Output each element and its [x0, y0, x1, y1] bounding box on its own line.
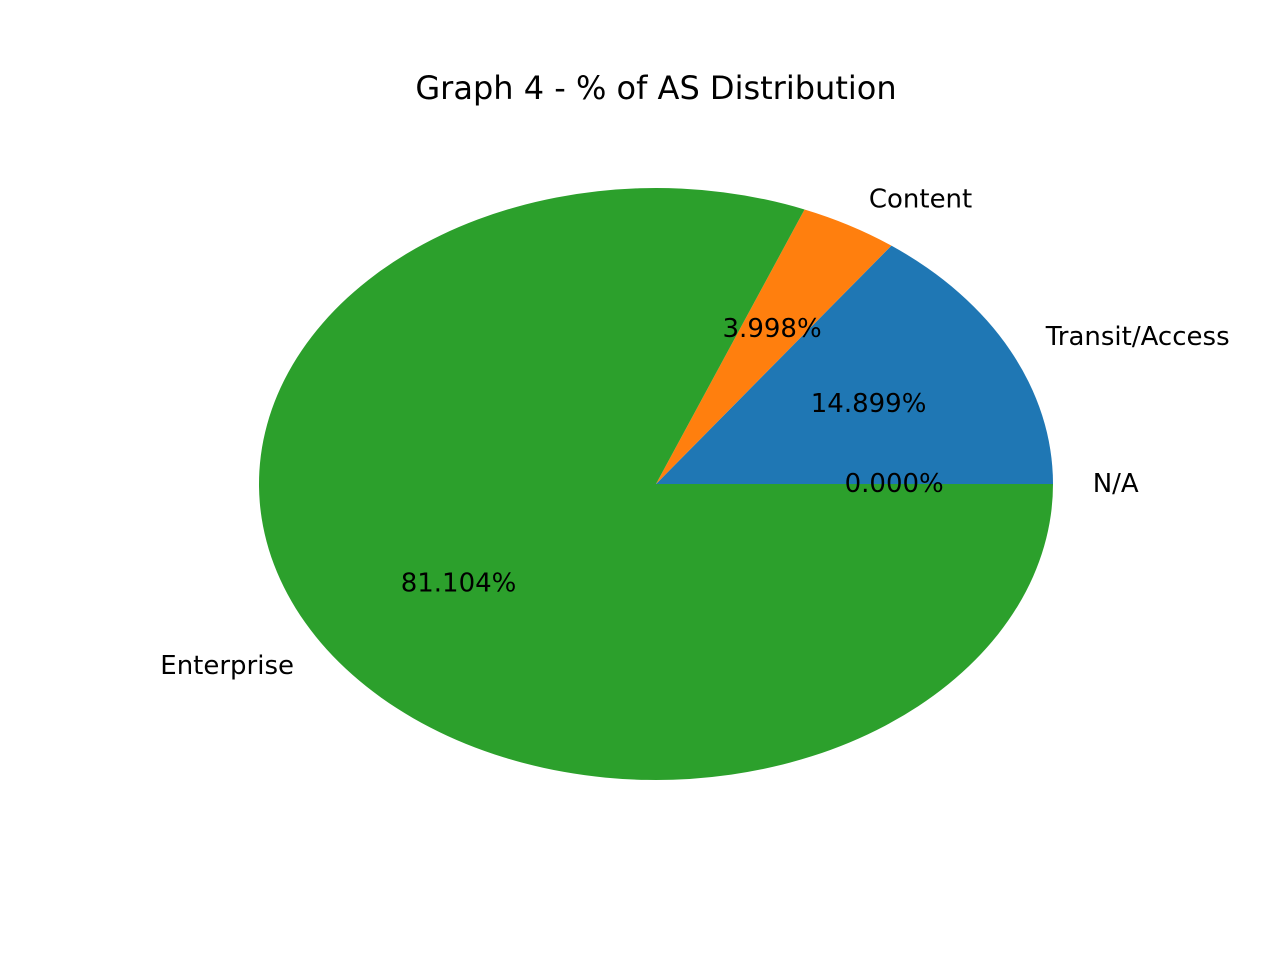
- slice-pct-label-transit-access: 14.899%: [811, 389, 927, 419]
- slice-pct-label-n-a: 0.000%: [845, 469, 944, 499]
- slice-pct-label-content: 3.998%: [723, 314, 822, 344]
- slice-label-transit-access: Transit/Access: [1045, 322, 1230, 352]
- pie-slice-content: [656, 209, 892, 484]
- pie-labels: N/A 0.000% Transit/Access 14.899% Content 3.9…: [160, 185, 1229, 681]
- pie-slice-transit-access: [656, 245, 1053, 484]
- slice-label-content: Content: [869, 185, 972, 215]
- slice-label-n-a: N/A: [1093, 469, 1139, 499]
- pie-slice-enterprise: [258, 188, 1053, 780]
- pie-slices: [258, 188, 1053, 780]
- slice-pct-label-enterprise: 81.104%: [401, 568, 517, 598]
- chart-title: Graph 4 - % of AS Distribution: [415, 69, 896, 107]
- slice-label-enterprise: Enterprise: [160, 651, 294, 681]
